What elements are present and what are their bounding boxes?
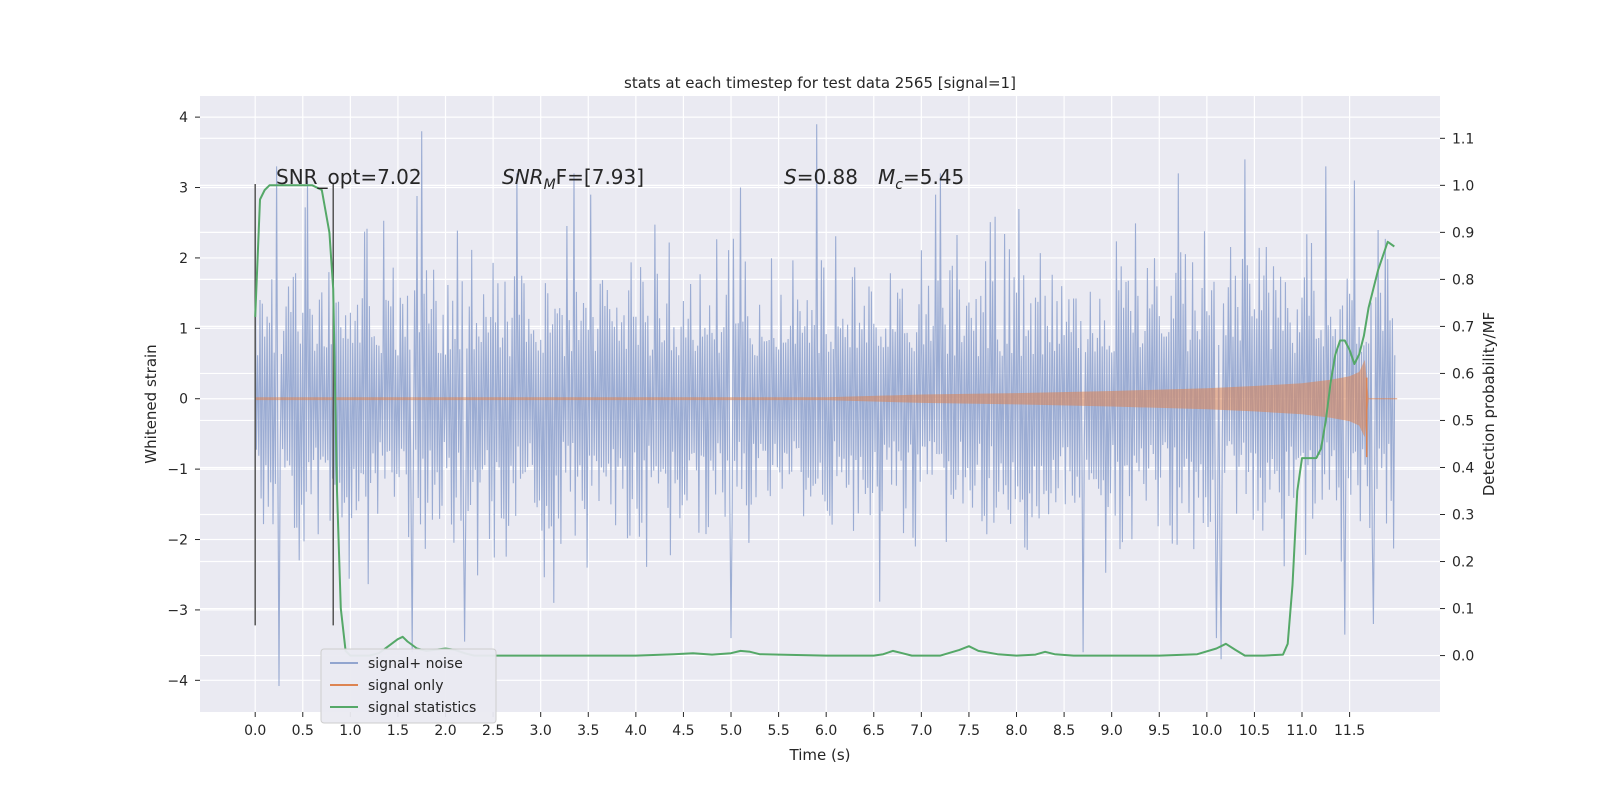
x-tick-label: 3.0 [530,723,552,739]
x-tick-label: 8.0 [1005,723,1027,739]
legend: signal+ noise signal only signal statist… [320,648,497,724]
left-axis-ticks: 4 3 2 1 0 −1 −2 −3 −4 [167,110,200,689]
series-signal-only [255,360,1398,458]
annotation-mc: Mc=5.45 [878,165,964,193]
legend-label-signal-noise: signal+ noise [368,656,463,672]
left-y-tick-label: 0 [179,392,188,408]
vertical-markers [254,184,334,626]
x-tick-label: 10.0 [1191,723,1222,739]
right-y-tick-label: 0.2 [1452,555,1474,571]
x-tick-label: 8.5 [1053,723,1075,739]
x-tick-label: 3.5 [577,723,599,739]
x-tick-label: 7.0 [910,723,932,739]
x-axis-ticks: 0.0 0.5 1.0 1.5 2.0 2.5 3.0 3.5 4.0 4.5 5.0 5.5 6.0 6… [244,712,1365,739]
x-tick-label: 5.0 [720,723,742,739]
left-y-tick-label: 4 [179,110,188,126]
x-tick-label: 9.5 [1148,723,1170,739]
left-y-tick-label: 1 [179,321,188,337]
right-y-tick-label: 0.5 [1452,413,1474,429]
left-y-tick-label: −4 [167,673,188,689]
x-tick-label: 1.5 [387,723,409,739]
x-tick-label: 2.5 [482,723,504,739]
x-tick-label: 0.5 [292,723,314,739]
x-tick-label: 2.0 [434,723,456,739]
x-tick-label: 4.0 [625,723,647,739]
right-y-tick-label: 0.4 [1452,460,1474,476]
annotation-snr-opt: SNR_opt=7.02 [276,165,422,189]
x-tick-label: 11.0 [1286,723,1317,739]
left-axis-title: Whitened strain [142,344,160,463]
series-signal-noise [254,124,1396,687]
x-tick-label: 4.5 [672,723,694,739]
annotation-snr-mf: SNRMF=[7.93] [502,165,644,193]
signal-noise-trace [254,124,1396,687]
right-axis-title: Detection probability/MF [1480,312,1498,496]
left-y-tick-label: −2 [167,533,188,549]
right-axis-ticks: 1.1 1.0 0.9 0.8 0.7 0.6 0.5 0.4 0.3 0.2 0.1 0.0 [1440,131,1474,665]
x-tick-label: 6.5 [863,723,885,739]
x-tick-label: 1.0 [339,723,361,739]
legend-box [320,648,497,724]
x-axis-title: Time (s) [789,746,851,764]
right-y-tick-label: 0.6 [1452,366,1474,382]
legend-label-signal-statistics: signal statistics [368,700,476,716]
chart-title: stats at each timestep for test data 256… [624,74,1016,92]
annotation-s: S=0.88 [784,165,858,189]
x-tick-label: 11.5 [1334,723,1365,739]
right-y-tick-label: 0.7 [1452,319,1474,335]
right-y-tick-label: 1.1 [1452,131,1474,147]
left-y-tick-label: 2 [179,251,188,267]
legend-label-signal-only: signal only [368,678,443,694]
right-y-tick-label: 0.1 [1452,602,1474,618]
left-y-tick-label: −1 [167,462,188,478]
left-y-tick-label: −3 [167,603,188,619]
left-y-tick-label: 3 [179,181,188,197]
right-y-tick-label: 0.8 [1452,272,1474,288]
x-tick-label: 6.0 [815,723,837,739]
right-y-tick-label: 0.9 [1452,225,1474,241]
signal-only-envelope [255,360,1398,438]
x-tick-label: 0.0 [244,723,266,739]
right-y-tick-label: 0.3 [1452,508,1474,524]
x-tick-label: 7.5 [958,723,980,739]
right-y-tick-label: 1.0 [1452,178,1474,194]
right-y-tick-label: 0.0 [1452,649,1474,665]
x-tick-label: 10.5 [1239,723,1270,739]
x-tick-label: 5.5 [767,723,789,739]
x-tick-label: 9.0 [1101,723,1123,739]
